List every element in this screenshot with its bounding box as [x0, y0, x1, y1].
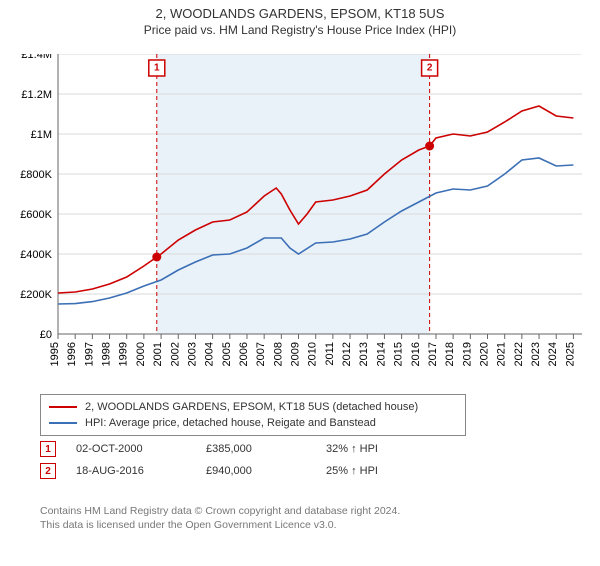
svg-text:£800K: £800K: [20, 169, 52, 181]
sale-marker-box: 1: [40, 441, 56, 457]
svg-text:£1.2M: £1.2M: [21, 89, 52, 101]
legend-swatch: [49, 422, 77, 424]
legend-swatch: [49, 406, 77, 408]
svg-text:2007: 2007: [255, 342, 267, 366]
svg-text:2: 2: [427, 63, 433, 74]
svg-text:2023: 2023: [530, 342, 542, 366]
svg-text:2020: 2020: [479, 342, 491, 366]
svg-text:2012: 2012: [341, 342, 353, 366]
svg-text:2010: 2010: [307, 342, 319, 366]
sale-row: 1 02-OCT-2000 £385,000 32% ↑ HPI: [40, 438, 446, 460]
svg-text:2016: 2016: [410, 342, 422, 366]
svg-text:2009: 2009: [290, 342, 302, 366]
svg-text:2008: 2008: [272, 342, 284, 366]
svg-text:2006: 2006: [238, 342, 250, 366]
svg-text:£200K: £200K: [20, 289, 52, 301]
footer-attribution: Contains HM Land Registry data © Crown c…: [40, 504, 400, 532]
price-chart: £0 £200K £400K £600K £800K £1M £1.2M £1.4M 1995 1…: [10, 54, 590, 384]
svg-text:2025: 2025: [564, 342, 576, 366]
sale-marker-box: 2: [40, 463, 56, 479]
sale-price: £940,000: [206, 465, 326, 477]
svg-text:1998: 1998: [101, 342, 113, 366]
svg-text:1997: 1997: [83, 342, 95, 366]
legend-label: HPI: Average price, detached house, Reig…: [85, 417, 376, 429]
svg-text:1999: 1999: [118, 342, 130, 366]
svg-text:£0: £0: [40, 329, 52, 341]
svg-text:2022: 2022: [513, 342, 525, 366]
svg-text:1996: 1996: [66, 342, 78, 366]
footer-line: This data is licensed under the Open Gov…: [40, 518, 400, 532]
svg-text:2003: 2003: [186, 342, 198, 366]
sale-date: 02-OCT-2000: [76, 443, 206, 455]
svg-text:£1.4M: £1.4M: [21, 54, 52, 61]
svg-text:1: 1: [154, 63, 160, 74]
svg-text:£600K: £600K: [20, 209, 52, 221]
sale-hpi: 32% ↑ HPI: [326, 443, 446, 455]
svg-text:2013: 2013: [358, 342, 370, 366]
svg-text:2014: 2014: [375, 342, 387, 366]
footer-line: Contains HM Land Registry data © Crown c…: [40, 504, 400, 518]
svg-text:2021: 2021: [496, 342, 508, 366]
sale-list: 1 02-OCT-2000 £385,000 32% ↑ HPI 2 18-AU…: [40, 438, 446, 482]
svg-text:2000: 2000: [135, 342, 147, 366]
legend-item: HPI: Average price, detached house, Reig…: [49, 415, 457, 431]
svg-text:2018: 2018: [444, 342, 456, 366]
svg-text:2002: 2002: [169, 342, 181, 366]
svg-text:2005: 2005: [221, 342, 233, 366]
sale-hpi: 25% ↑ HPI: [326, 465, 446, 477]
sale-price: £385,000: [206, 443, 326, 455]
sale-row: 2 18-AUG-2016 £940,000 25% ↑ HPI: [40, 460, 446, 482]
legend: 2, WOODLANDS GARDENS, EPSOM, KT18 5US (d…: [40, 394, 466, 436]
svg-text:2019: 2019: [461, 342, 473, 366]
svg-text:£1M: £1M: [31, 129, 52, 141]
svg-text:£400K: £400K: [20, 249, 52, 261]
svg-text:2011: 2011: [324, 342, 336, 366]
svg-text:2015: 2015: [393, 342, 405, 366]
legend-item: 2, WOODLANDS GARDENS, EPSOM, KT18 5US (d…: [49, 399, 457, 415]
legend-label: 2, WOODLANDS GARDENS, EPSOM, KT18 5US (d…: [85, 401, 418, 413]
svg-text:2024: 2024: [547, 342, 559, 366]
sale-date: 18-AUG-2016: [76, 465, 206, 477]
svg-text:2017: 2017: [427, 342, 439, 366]
svg-text:1995: 1995: [49, 342, 61, 366]
page-subtitle: Price paid vs. HM Land Registry's House …: [0, 23, 600, 37]
page-title: 2, WOODLANDS GARDENS, EPSOM, KT18 5US: [0, 6, 600, 21]
svg-text:2004: 2004: [204, 342, 216, 366]
svg-text:2001: 2001: [152, 342, 164, 366]
